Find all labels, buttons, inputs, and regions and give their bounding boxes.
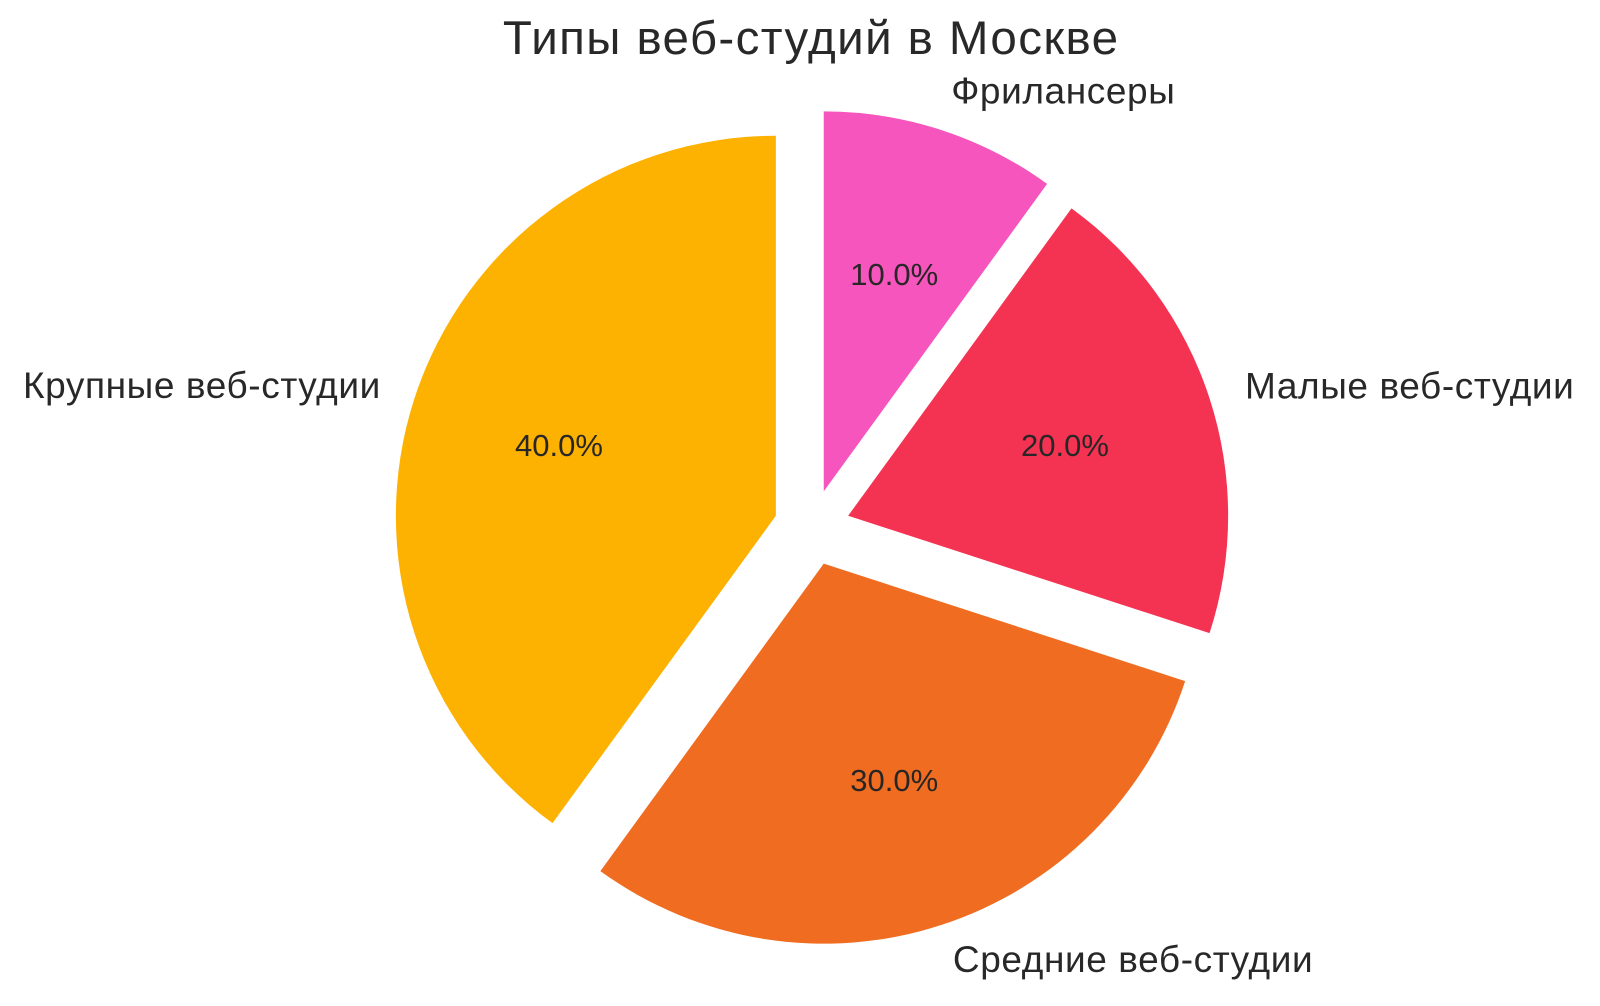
svg-text:40.0%: 40.0% — [515, 428, 603, 463]
svg-text:Типы веб-студий в Москве: Типы веб-студий в Москве — [503, 12, 1120, 65]
svg-text:Крупные веб-студии: Крупные веб-студии — [23, 365, 381, 406]
svg-text:20.0%: 20.0% — [1021, 428, 1109, 463]
svg-text:Средние веб-студии: Средние веб-студии — [953, 939, 1313, 980]
svg-text:10.0%: 10.0% — [850, 257, 938, 292]
svg-text:30.0%: 30.0% — [850, 763, 938, 798]
svg-text:Фрилансеры: Фрилансеры — [951, 71, 1175, 112]
svg-text:Малые веб-студии: Малые веб-студии — [1245, 366, 1574, 407]
